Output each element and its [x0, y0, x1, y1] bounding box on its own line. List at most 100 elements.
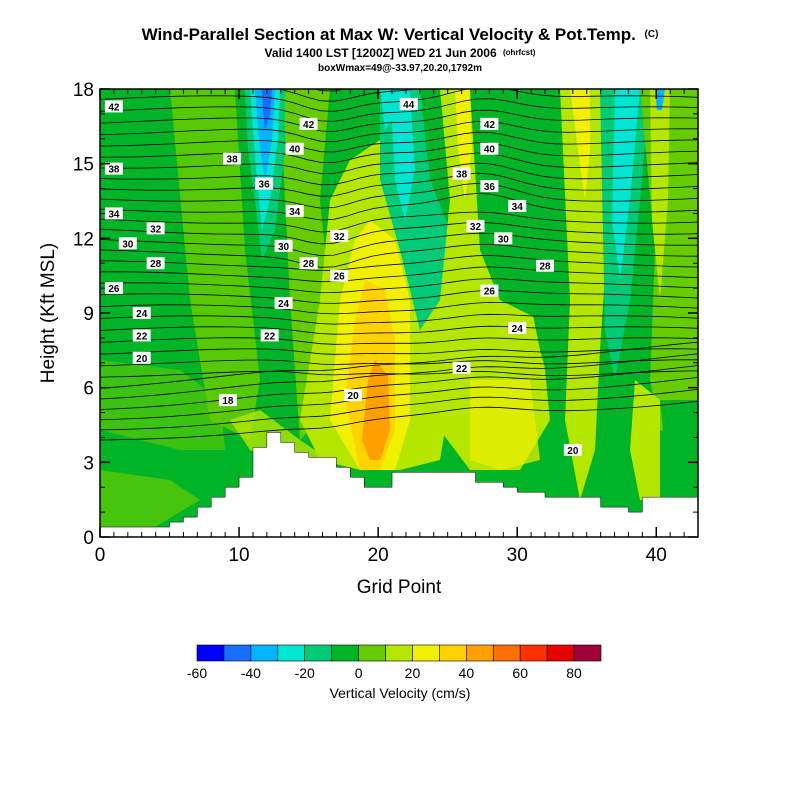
svg-text:36: 36: [484, 182, 496, 193]
colorbar-swatch: [358, 644, 386, 662]
y-tick-label: 6: [83, 379, 94, 400]
theta-label: 34: [508, 199, 527, 213]
theta-label: 42: [299, 117, 318, 131]
theta-label: 30: [494, 232, 513, 245]
theta-contour-line: [100, 211, 698, 233]
theta-label: 36: [255, 177, 274, 191]
theta-label: 32: [146, 222, 165, 235]
colorbar-swatch: [412, 644, 440, 662]
colorbar-tick-label: -40: [241, 665, 261, 681]
x-axis-label: Grid Point: [357, 577, 442, 598]
chart-title: Wind-Parallel Section at Max W: Vertical…: [142, 25, 659, 44]
theta-label: 32: [330, 229, 349, 243]
y-axis-label: Height (Kft MSL): [38, 243, 59, 383]
theta-contour-line: [100, 152, 698, 174]
svg-text:42: 42: [484, 120, 496, 131]
theta-label: 22: [132, 329, 151, 342]
colorbar-swatch: [223, 644, 252, 662]
theta-contour-line: [100, 89, 698, 112]
theta-label: 34: [104, 207, 123, 220]
theta-contour-line: [100, 301, 698, 315]
theta-label: 42: [480, 117, 499, 131]
theta-label: 40: [285, 142, 304, 156]
theta-contour-line: [100, 266, 698, 283]
colorbar-swatch: [573, 644, 602, 662]
colorbar-swatch: [466, 644, 494, 662]
theta-label: 24: [508, 321, 527, 335]
colorbar-tick-label: 80: [566, 665, 582, 681]
shaded-field: [100, 89, 698, 537]
theta-label: 20: [344, 389, 363, 402]
x-tick-label: 30: [507, 545, 528, 566]
colorbar-swatch: [277, 644, 306, 662]
svg-text:38: 38: [108, 165, 120, 176]
svg-text:24: 24: [512, 324, 524, 335]
theta-contour-line: [100, 400, 698, 441]
theta-contour-line: [275, 89, 419, 102]
theta-label: 24: [274, 297, 293, 310]
svg-text:20: 20: [567, 446, 579, 457]
theta-labels: 42 38 34 32 30 28 26 24 22 20 38 36 18 40 42 34 30 28 24 22…: [104, 97, 582, 457]
theta-contour-line: [100, 109, 698, 132]
y-tick-label: 9: [83, 304, 94, 325]
svg-text:34: 34: [512, 202, 524, 213]
theta-label: 38: [452, 167, 471, 181]
theta-label: 22: [260, 329, 279, 342]
svg-text:20: 20: [136, 354, 148, 365]
svg-text:26: 26: [108, 284, 120, 295]
theta-label: 38: [104, 162, 123, 176]
theta-label: 26: [480, 284, 499, 298]
x-tick-label: 0: [95, 545, 106, 566]
x-tick-label: 20: [368, 545, 389, 566]
theta-contour-line: [100, 278, 698, 294]
svg-text:34: 34: [289, 207, 301, 218]
theta-contour-line: [100, 289, 698, 304]
svg-text:24: 24: [278, 299, 290, 310]
svg-text:32: 32: [150, 224, 162, 235]
theta-contour-line: [100, 255, 698, 272]
theta-contour-line: [100, 98, 698, 122]
theta-contour-line: [100, 337, 698, 345]
theta-contour-line: [100, 192, 698, 221]
theta-contour-line: [100, 389, 698, 431]
svg-text:24: 24: [136, 309, 148, 320]
theta-label: 22: [452, 361, 471, 375]
theta-contour-line: [100, 348, 698, 355]
y-tick-label: 15: [73, 155, 94, 176]
theta-label: 26: [104, 282, 123, 295]
theta-contours: [100, 89, 698, 441]
svg-text:42: 42: [303, 120, 315, 131]
svg-text:32: 32: [470, 222, 482, 233]
colorbar-swatch: [546, 644, 575, 662]
svg-text:40: 40: [484, 145, 496, 156]
svg-text:44: 44: [403, 100, 415, 111]
svg-text:42: 42: [108, 102, 120, 113]
svg-text:30: 30: [498, 234, 510, 245]
svg-text:26: 26: [484, 287, 496, 298]
colorbar-tick-label: 20: [405, 665, 421, 681]
chart-subtitle2: boxWmax=49@-33.97,20.20,1792m: [318, 63, 482, 74]
theta-contour-line: [100, 182, 698, 209]
theta-label: 36: [480, 180, 499, 193]
theta-contour-line: [100, 142, 698, 163]
svg-text:28: 28: [539, 262, 551, 273]
terrain-mask: [99, 432, 699, 538]
svg-text:34: 34: [108, 209, 120, 220]
theta-contour-line: [100, 325, 698, 335]
svg-text:28: 28: [303, 259, 315, 270]
x-tick-label: 40: [646, 545, 667, 566]
svg-text:40: 40: [289, 145, 301, 156]
colorbar-swatch: [304, 644, 332, 662]
theta-contour-line: [100, 313, 698, 325]
theta-label: 18: [218, 394, 237, 407]
svg-text:22: 22: [136, 331, 148, 342]
colorbar-tick-label: 40: [459, 665, 475, 681]
svg-text:36: 36: [259, 180, 271, 191]
svg-text:20: 20: [348, 391, 360, 402]
svg-text:28: 28: [150, 259, 162, 270]
colorbar-swatch: [519, 644, 548, 662]
theta-label: 20: [132, 351, 151, 365]
colorbar-tick-label: 0: [355, 665, 363, 681]
theta-label: 42: [104, 100, 123, 113]
x-axis: 0 10 20 30 40: [95, 89, 699, 566]
